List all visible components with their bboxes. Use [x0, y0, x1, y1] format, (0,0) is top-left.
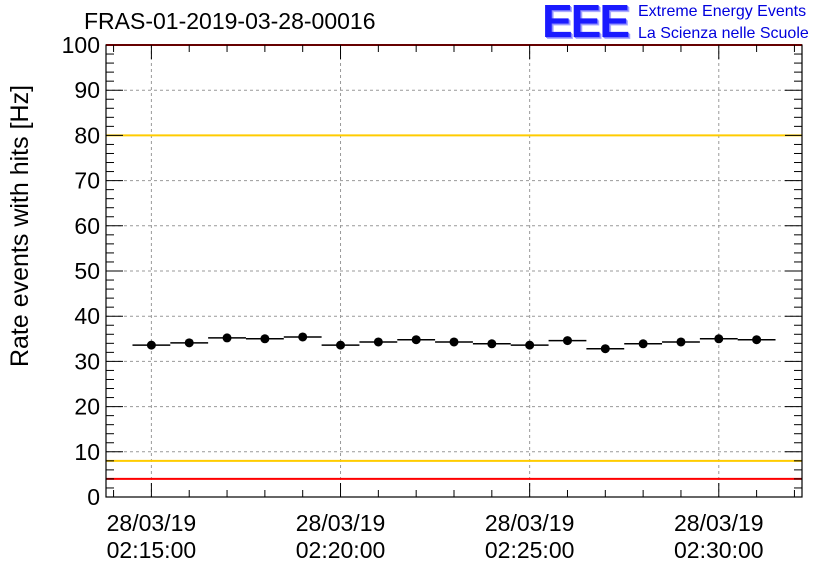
data-point [487, 339, 497, 349]
tick-labels: 010203040506070809010028/03/1902:15:0028… [62, 32, 764, 563]
x-tick-label-time: 02:30:00 [674, 537, 764, 563]
grid-layer [106, 45, 802, 497]
data-point [411, 335, 421, 345]
data-point [298, 332, 308, 342]
y-tick-label: 10 [74, 439, 100, 465]
data-point [714, 334, 724, 344]
axis-ticks [106, 44, 802, 498]
x-tick-label-time: 02:20:00 [296, 537, 386, 563]
data-point [638, 339, 648, 349]
data-point [449, 337, 459, 347]
data-point [260, 334, 270, 344]
x-tick-label-time: 02:25:00 [485, 537, 575, 563]
y-tick-label: 70 [74, 168, 100, 194]
eee-logo: EEE Extreme Energy Events La Scienza nel… [542, 0, 834, 47]
y-tick-label: 50 [74, 258, 100, 284]
logo-text-line1: Extreme Energy Events [638, 3, 807, 20]
y-tick-label: 60 [74, 213, 100, 239]
data-point [676, 337, 686, 347]
logo-mark: EEE [542, 0, 630, 47]
x-tick-label-date: 28/03/19 [296, 510, 386, 536]
data-point [222, 333, 232, 343]
data-point [146, 340, 156, 350]
y-tick-label: 0 [87, 484, 100, 510]
logo-text-line2: La Scienza nelle Scuole [638, 25, 809, 42]
reference-lines [106, 44, 802, 480]
chart-title: FRAS-01-2019-03-28-00016 [84, 8, 376, 34]
y-tick-label: 80 [74, 122, 100, 148]
x-tick-label-date: 28/03/19 [485, 510, 575, 536]
y-tick-label: 90 [74, 77, 100, 103]
data-point [525, 340, 535, 350]
y-tick-label: 40 [74, 303, 100, 329]
x-tick-label-date: 28/03/19 [674, 510, 764, 536]
x-tick-label-time: 02:15:00 [107, 537, 197, 563]
data-point [336, 340, 346, 350]
data-point [184, 338, 194, 348]
x-tick-label-date: 28/03/19 [107, 510, 197, 536]
data-point [752, 335, 762, 345]
data-point [562, 336, 572, 346]
y-tick-label: 30 [74, 348, 100, 374]
data-point [373, 337, 383, 347]
data-point [600, 344, 610, 354]
y-tick-label: 100 [62, 32, 100, 58]
y-tick-label: 20 [74, 394, 100, 420]
data-points [132, 332, 776, 354]
y-axis-label: Rate events with hits [Hz] [6, 85, 34, 367]
